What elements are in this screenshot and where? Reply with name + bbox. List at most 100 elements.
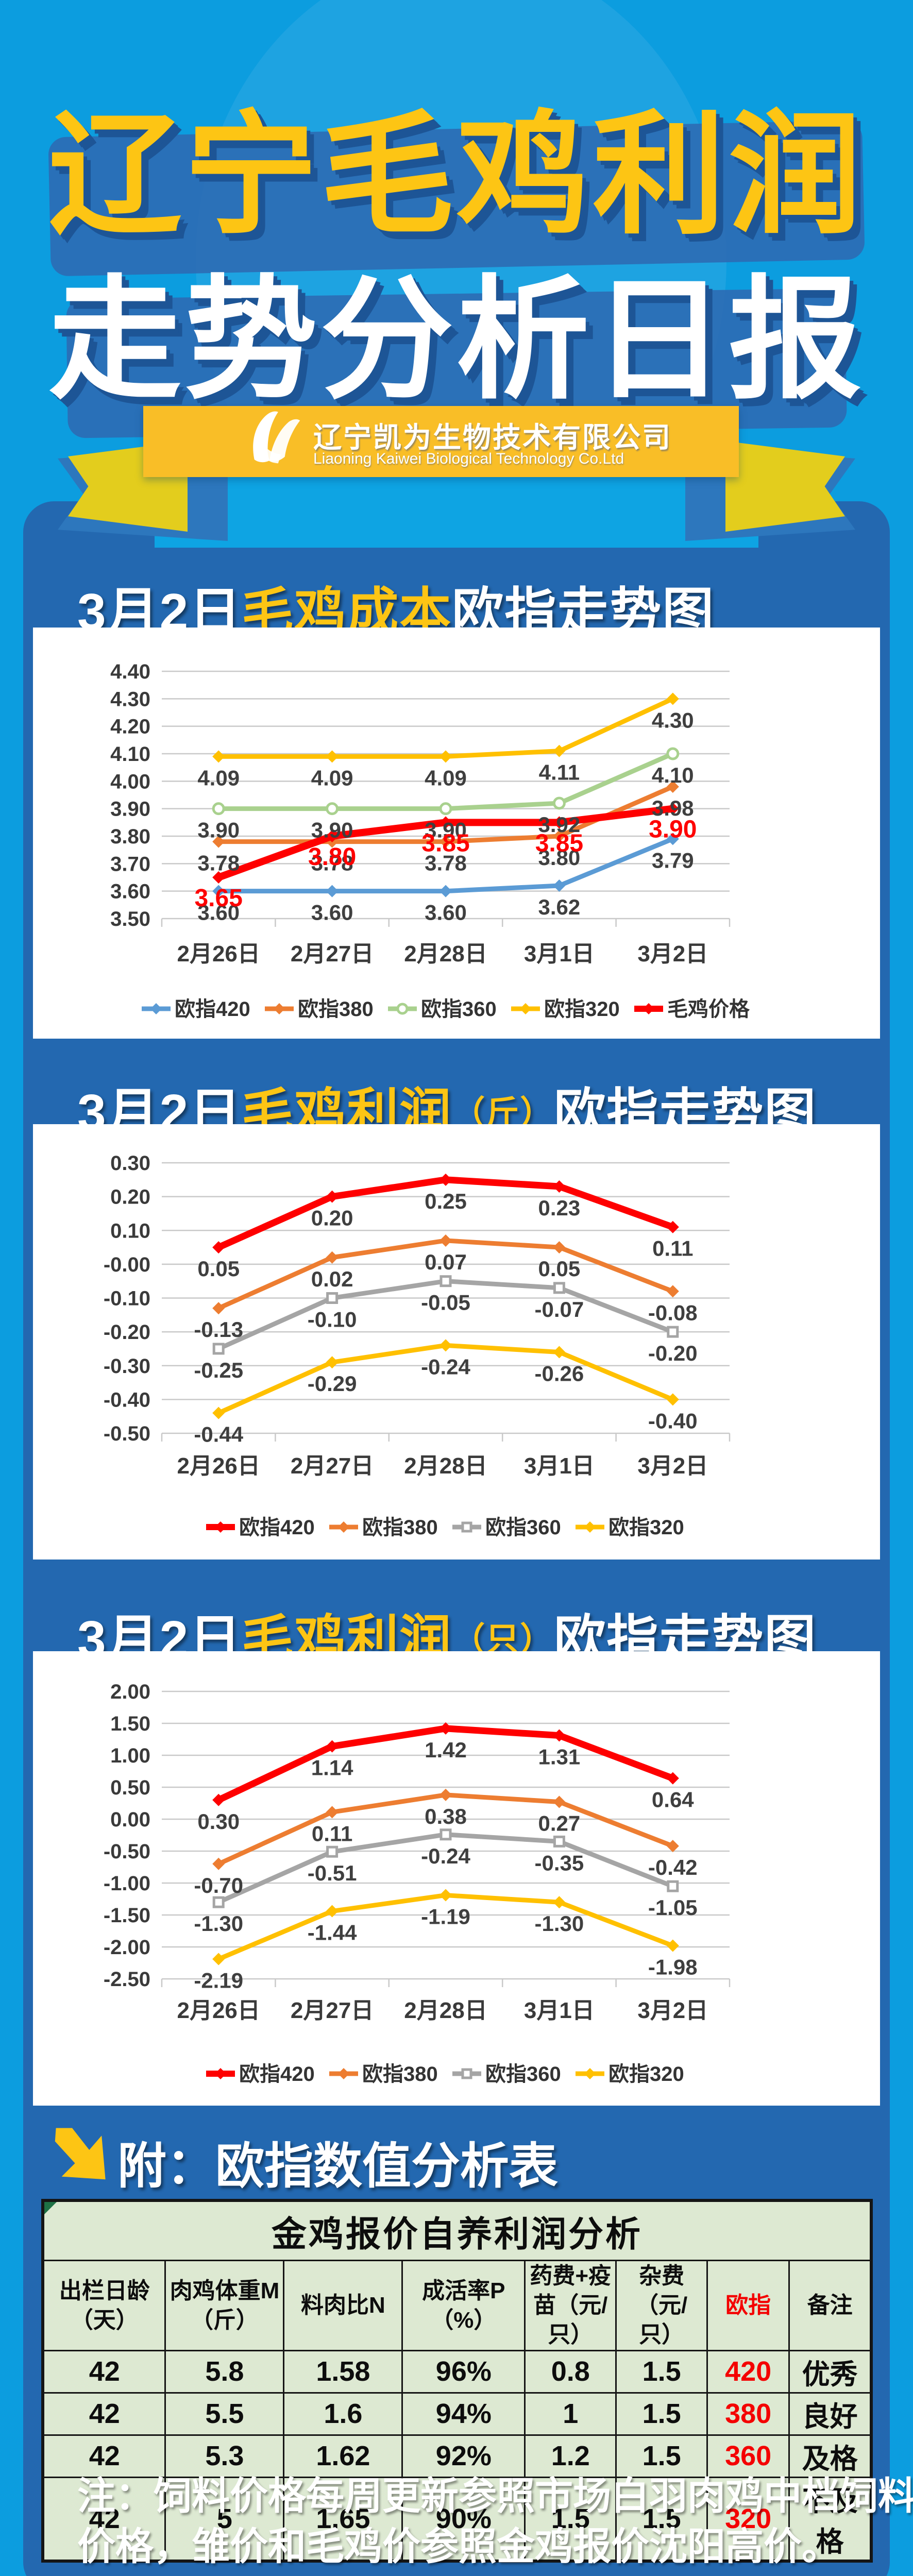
profit-per-bird-chart-card: 2.00 1.50 1.00 0.50 0.00 -0.50 -1.00 -1.50 -2.00… bbox=[33, 1651, 880, 2106]
svg-text:3.80: 3.80 bbox=[538, 845, 581, 870]
svg-text:-0.42: -0.42 bbox=[648, 1855, 698, 1879]
table-cell: 380 bbox=[706, 2392, 790, 2436]
table-cell: 5 bbox=[164, 2476, 285, 2562]
svg-text:3.98: 3.98 bbox=[652, 796, 694, 820]
svg-text:-1.30: -1.30 bbox=[194, 1911, 243, 1936]
svg-text:3月1日: 3月1日 bbox=[524, 941, 595, 967]
chart-1-svg: 4.404.304.204.104.003.903.803.703.603.50… bbox=[110, 660, 750, 1021]
svg-text:3.90: 3.90 bbox=[649, 816, 697, 843]
table-cell: 42 bbox=[42, 2392, 166, 2436]
table-cell: 及格 bbox=[788, 2434, 872, 2478]
svg-text:-1.00: -1.00 bbox=[104, 1872, 150, 1895]
svg-text:3.70: 3.70 bbox=[110, 853, 150, 875]
svg-text:3.90: 3.90 bbox=[197, 818, 240, 842]
table-row: 42 5.5 1.6 94% 1 1.5 380 良好 bbox=[42, 2392, 872, 2436]
svg-text:3.85: 3.85 bbox=[421, 829, 469, 857]
svg-text:4.09: 4.09 bbox=[425, 766, 467, 790]
company-logo-icon bbox=[253, 411, 300, 464]
svg-text:-1.05: -1.05 bbox=[648, 1895, 698, 1920]
svg-text:4.09: 4.09 bbox=[197, 766, 240, 790]
svg-text:3.50: 3.50 bbox=[110, 908, 150, 930]
svg-text:1.31: 1.31 bbox=[538, 1745, 581, 1769]
chart-2-svg: 0.30 0.20 0.10 -0.00 -0.10 -0.20 -0.30 -0.40 -0.… bbox=[104, 1152, 731, 1539]
svg-text:4.30: 4.30 bbox=[110, 688, 150, 710]
table-cell: 1.5 bbox=[524, 2476, 617, 2562]
svg-text:欧指360: 欧指360 bbox=[485, 2063, 561, 2086]
table-cell: 1.62 bbox=[283, 2434, 403, 2478]
footnote-line2: 价格，雏价和毛鸡价参照金鸡报价沈阳高价。 bbox=[77, 2525, 840, 2568]
svg-text:-2.19: -2.19 bbox=[194, 1969, 243, 1993]
svg-text:0.11: 0.11 bbox=[652, 1236, 693, 1261]
table-cell: 1.65 bbox=[283, 2476, 403, 2562]
table-row: 42 5.3 1.62 92% 1.2 1.5 360 及格 bbox=[42, 2434, 872, 2478]
svg-text:3.90: 3.90 bbox=[425, 818, 467, 842]
svg-text:3.80: 3.80 bbox=[110, 825, 150, 848]
svg-text:0.38: 0.38 bbox=[425, 1804, 467, 1828]
table-cell: 不及格 bbox=[788, 2476, 872, 2562]
svg-text:-0.20: -0.20 bbox=[648, 1341, 698, 1365]
svg-text:-1.19: -1.19 bbox=[421, 1905, 470, 1929]
table-column-header: 料肉比N bbox=[283, 2260, 403, 2351]
svg-text:3.65: 3.65 bbox=[194, 885, 242, 912]
svg-text:4.40: 4.40 bbox=[110, 660, 150, 683]
svg-text:4.00: 4.00 bbox=[110, 770, 150, 793]
svg-text:-0.50: -0.50 bbox=[104, 1422, 150, 1445]
table-column-header: 药费+疫苗（元/只） bbox=[524, 2260, 617, 2351]
svg-text:欧指320: 欧指320 bbox=[544, 998, 620, 1021]
svg-text:-0.70: -0.70 bbox=[194, 1873, 243, 1897]
svg-text:3.90: 3.90 bbox=[110, 798, 150, 821]
svg-text:1.00: 1.00 bbox=[110, 1744, 150, 1767]
svg-text:欧指320: 欧指320 bbox=[608, 1516, 684, 1539]
table-cell: 5.5 bbox=[164, 2392, 285, 2436]
svg-text:欧指380: 欧指380 bbox=[298, 998, 374, 1021]
profit-per-jin-chart-card: 0.30 0.20 0.10 -0.00 -0.10 -0.20 -0.30 -0.40 -0.… bbox=[33, 1124, 880, 1560]
svg-text:2月27日: 2月27日 bbox=[291, 941, 374, 967]
svg-text:0.64: 0.64 bbox=[652, 1788, 694, 1812]
svg-text:3.85: 3.85 bbox=[535, 829, 583, 857]
svg-text:2月28日: 2月28日 bbox=[404, 1453, 487, 1479]
svg-text:3.90: 3.90 bbox=[311, 818, 353, 842]
svg-text:0.05: 0.05 bbox=[197, 1257, 240, 1281]
table-row: 42 5.8 1.58 96% 0.8 1.5 420 优秀 bbox=[42, 2349, 872, 2394]
svg-text:-0.20: -0.20 bbox=[104, 1321, 150, 1344]
svg-text:4.10: 4.10 bbox=[110, 743, 150, 766]
table-column-header: 备注 bbox=[788, 2260, 872, 2351]
svg-text:欧指380: 欧指380 bbox=[362, 2063, 438, 2086]
table-column-header: 成活率P（%） bbox=[401, 2260, 526, 2351]
ribbon-inner-band bbox=[155, 466, 758, 548]
svg-text:2月27日: 2月27日 bbox=[291, 1453, 374, 1479]
svg-text:-2.00: -2.00 bbox=[104, 1936, 150, 1959]
svg-text:-0.24: -0.24 bbox=[421, 1354, 470, 1379]
svg-text:-0.25: -0.25 bbox=[194, 1358, 243, 1382]
svg-text:欧指320: 欧指320 bbox=[608, 2063, 684, 2086]
table-cell: 0.8 bbox=[524, 2349, 617, 2394]
table-cell: 94% bbox=[401, 2392, 526, 2436]
svg-text:欧指420: 欧指420 bbox=[239, 2063, 315, 2086]
section-arrow-icon bbox=[55, 2128, 106, 2180]
svg-text:-1.44: -1.44 bbox=[308, 1921, 357, 1945]
table-cell: 良好 bbox=[788, 2392, 872, 2436]
main-title-line1: 辽宁毛鸡利润 bbox=[48, 100, 865, 249]
table-cell: 1.5 bbox=[615, 2392, 708, 2436]
svg-text:2月28日: 2月28日 bbox=[404, 1998, 487, 2023]
svg-text:3.60: 3.60 bbox=[311, 901, 353, 925]
company-name-cn: 辽宁凯为生物技术有限公司 bbox=[313, 421, 672, 453]
table-cell: 优秀 bbox=[788, 2349, 872, 2394]
company-name-en: Liaoning Kaiwei Biological Technology Co… bbox=[313, 450, 624, 467]
svg-text:0.10: 0.10 bbox=[110, 1219, 150, 1242]
svg-text:4.30: 4.30 bbox=[652, 708, 694, 732]
footnote-line1: 注：饲料价格每周更新参照市场白羽肉鸡中档饲料 bbox=[77, 2475, 913, 2517]
svg-text:1.42: 1.42 bbox=[425, 1738, 467, 1762]
svg-text:-0.00: -0.00 bbox=[104, 1253, 150, 1276]
svg-text:2月26日: 2月26日 bbox=[177, 1998, 260, 2023]
svg-text:-0.10: -0.10 bbox=[104, 1287, 150, 1310]
svg-text:0.20: 0.20 bbox=[110, 1186, 150, 1209]
svg-text:0.07: 0.07 bbox=[425, 1250, 467, 1274]
table-cell: 90% bbox=[401, 2476, 526, 2562]
svg-text:-1.50: -1.50 bbox=[104, 1904, 150, 1927]
svg-text:0.27: 0.27 bbox=[538, 1811, 581, 1836]
svg-text:3月1日: 3月1日 bbox=[524, 1998, 595, 2023]
table-cell: 1 bbox=[524, 2392, 617, 2436]
svg-text:3.62: 3.62 bbox=[538, 895, 581, 919]
